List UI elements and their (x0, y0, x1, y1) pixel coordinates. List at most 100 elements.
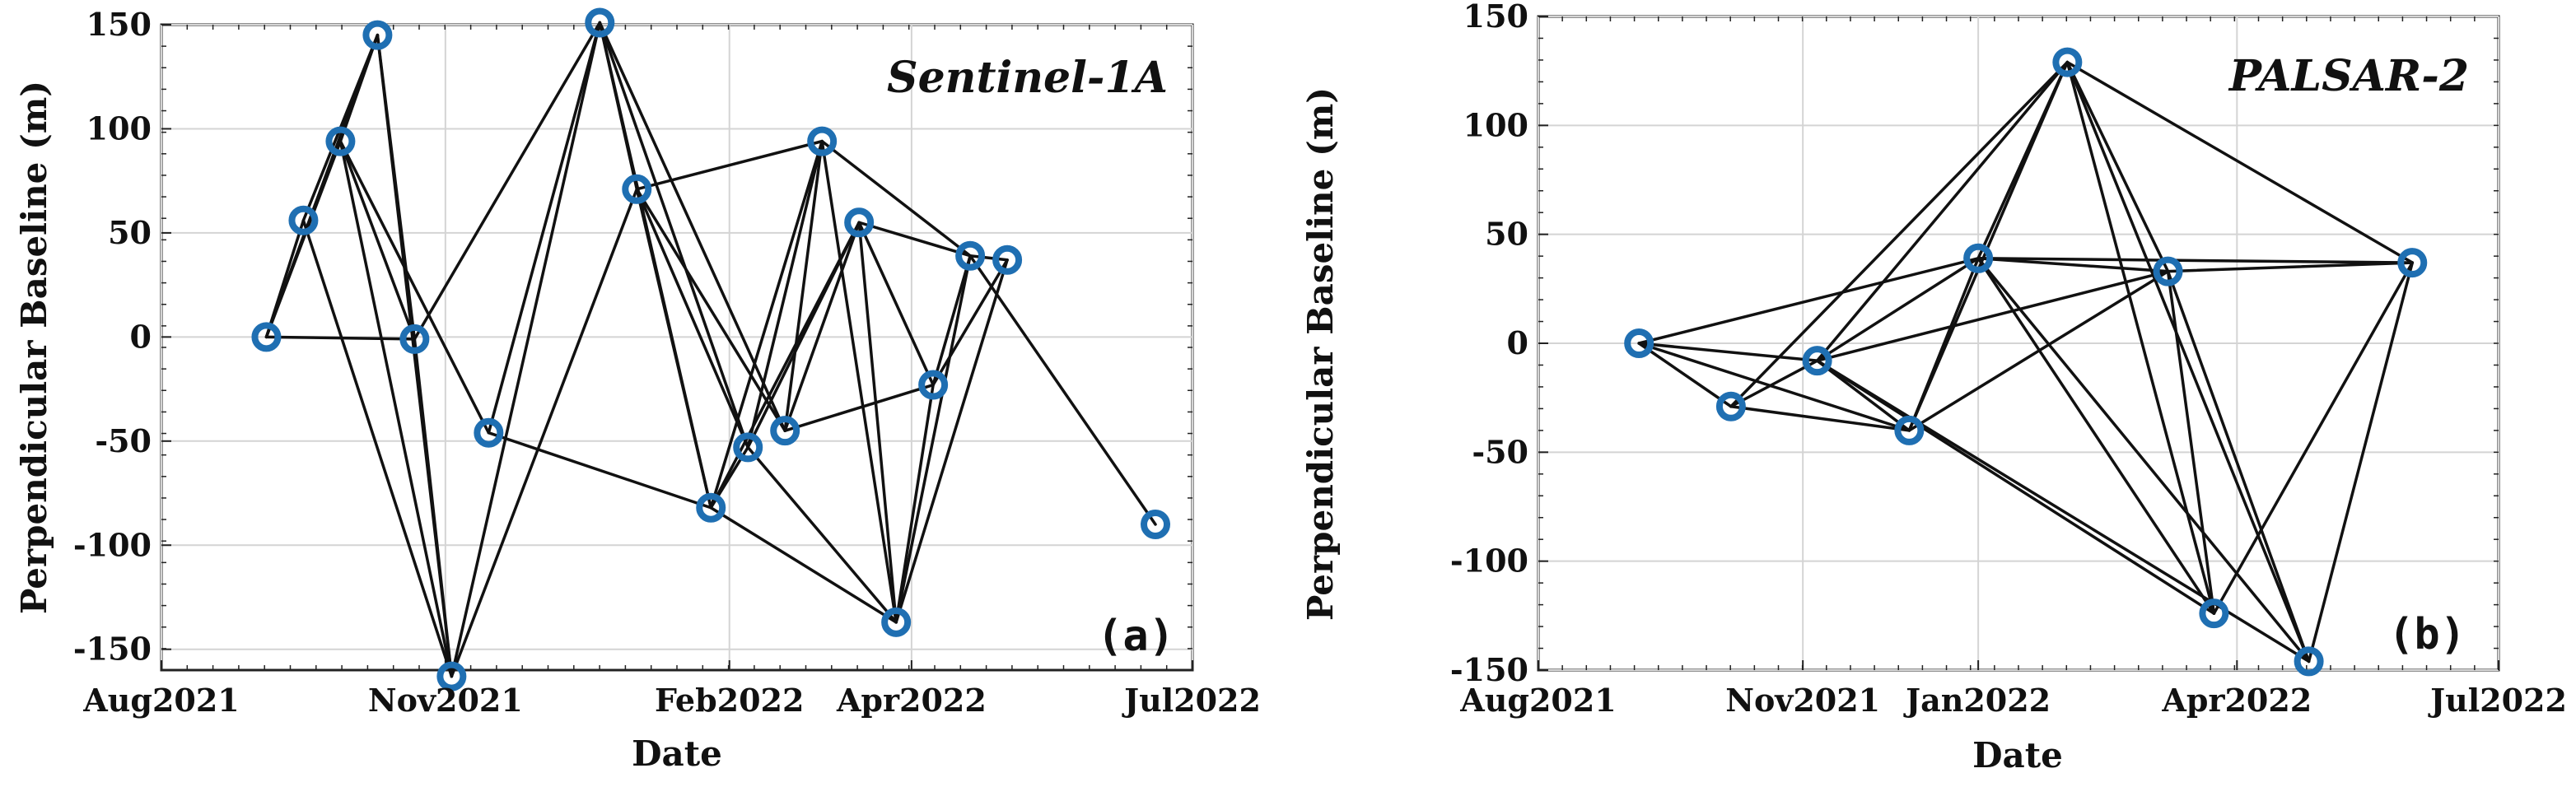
x-tick-labels: Aug2021 Nov2021 Jan2022 Apr2022 Jul2022 (1459, 682, 2567, 719)
baseline-pair-edge (487, 21, 602, 435)
chart-title: PALSAR-2 (2228, 51, 2469, 101)
baseline-pair-edge (2065, 60, 2170, 273)
baseline-pair-edge (450, 21, 602, 678)
axis-ticks (161, 24, 1193, 670)
baseline-pair-edge (894, 254, 972, 624)
acquisition-marker (251, 322, 282, 352)
baseline-pair-edge (931, 258, 1009, 387)
baseline-pair-edge (894, 258, 1009, 624)
acquisition-marker (770, 416, 800, 446)
acquisition-marker (733, 432, 763, 463)
acquisition-marker (325, 126, 356, 156)
acquisition-marker (881, 607, 912, 637)
baseline-pair-edge (1637, 342, 1819, 362)
baseline-pair-edge (894, 383, 935, 624)
baseline-pair-edge (857, 221, 972, 258)
baseline-pair-edge (968, 254, 1009, 262)
baseline-pair-edge (338, 33, 380, 143)
baseline-pair-edge (709, 505, 898, 624)
x-tick-label: Nov2021 (1725, 682, 1880, 719)
y-axis-label: Perpendicular Baseline (m) (1300, 87, 1341, 621)
baseline-pair-edge (1729, 359, 1819, 408)
chart-panel-sentinel-1a: 150 100 50 0 -50 -100 -150 Aug2021 Nov2021 Feb20… (14, 6, 1261, 774)
y-tick-label: -50 (95, 422, 152, 459)
baseline-pair-edge (413, 338, 454, 678)
acquisition-marker (1802, 346, 1832, 376)
acquisition-marker (807, 126, 838, 156)
y-tick-label: -50 (1472, 433, 1528, 470)
acquisition-marker (2294, 646, 2324, 677)
baseline-pair-edge (1976, 257, 2311, 664)
baseline-pair-edge (746, 445, 898, 624)
acquisition-marker (1624, 328, 1654, 358)
baseline-pair-edge (820, 139, 898, 624)
acquisition-marker (288, 205, 319, 235)
baseline-pair-edge (2065, 60, 2216, 615)
baseline-pair-edge (1976, 257, 2415, 264)
x-tick-label: Jan2022 (1903, 682, 2051, 719)
acquisition-marker (918, 370, 949, 400)
acquisition-marker (992, 244, 1023, 275)
baseline-pair-edge (1729, 60, 2070, 408)
baseline-pair-edge (450, 188, 639, 678)
baseline-pair-edge (598, 21, 749, 449)
baseline-pair-edge (783, 221, 861, 432)
x-tick-label: Aug2021 (82, 682, 239, 719)
y-tick-label: 150 (86, 6, 152, 43)
baseline-pair-edge (2065, 60, 2311, 664)
acquisition-marker (2052, 47, 2083, 77)
axis-ticks (1538, 16, 2499, 671)
baseline-pair-edge (783, 139, 824, 432)
baseline-pair-edge (709, 139, 824, 510)
y-tick-label: 0 (130, 318, 152, 355)
baseline-pair-edge (1637, 342, 1733, 408)
y-tick-label: 150 (1463, 0, 1528, 35)
acquisition-marker (399, 324, 430, 354)
acquisition-marker (2153, 256, 2183, 286)
baseline-pair-edge (2166, 269, 2311, 664)
acquisition-marker (362, 20, 393, 50)
acquisition-marker (844, 207, 875, 238)
x-tick-label: Feb2022 (655, 682, 804, 719)
acquisition-marker (955, 240, 986, 271)
panel-label: (b) (2388, 610, 2466, 659)
x-tick-label: Aug2021 (1459, 682, 1616, 719)
y-tick-label: 100 (86, 109, 152, 147)
y-tick-label: 100 (1463, 106, 1528, 143)
chart-title: Sentinel-1A (887, 53, 1168, 103)
baseline-pair-edge (1637, 342, 1911, 432)
baseline-pairs (1637, 60, 2415, 664)
y-tick-label: 50 (108, 214, 152, 251)
x-axis-label: Date (1972, 735, 2063, 775)
y-tick-label: -150 (1450, 651, 1528, 688)
baseline-pair-edge (338, 139, 454, 678)
x-axis-label: Date (632, 733, 722, 774)
baseline-pair-edge (1976, 60, 2070, 260)
baseline-pair-edge (487, 431, 712, 510)
y-tick-label: -150 (73, 631, 152, 668)
baseline-pair-edge (857, 221, 935, 387)
baseline-pair-edge (746, 139, 824, 449)
baseline-pair-edge (968, 254, 1157, 526)
y-axis-label: Perpendicular Baseline (m) (14, 81, 54, 614)
baseline-pair-edge (857, 221, 898, 624)
baseline-pair-edge (1729, 405, 1911, 432)
acquisition-marker (585, 7, 615, 38)
y-tick-label: 0 (1507, 324, 1528, 361)
acquisition-marker (2397, 248, 2428, 278)
plot-area-frame (160, 23, 1194, 672)
y-tick-label: -100 (73, 526, 152, 563)
x-tick-label: Apr2022 (2161, 682, 2312, 719)
acquisition-marker (1715, 391, 1746, 421)
x-tick-label: Jul2022 (2428, 682, 2567, 719)
baseline-pairs (264, 21, 1157, 678)
acquisition-marker (622, 174, 652, 204)
acquisition-marker (436, 661, 467, 692)
baseline-pair-edge (301, 218, 454, 678)
baseline-pair-edge (931, 254, 972, 387)
y-tick-labels: 150 100 50 0 -50 -100 -150 (73, 6, 152, 668)
acquisition-marker (1963, 243, 1994, 273)
baseline-pair-edge (1637, 257, 1980, 345)
x-tick-label: Jul2022 (1122, 682, 1261, 719)
